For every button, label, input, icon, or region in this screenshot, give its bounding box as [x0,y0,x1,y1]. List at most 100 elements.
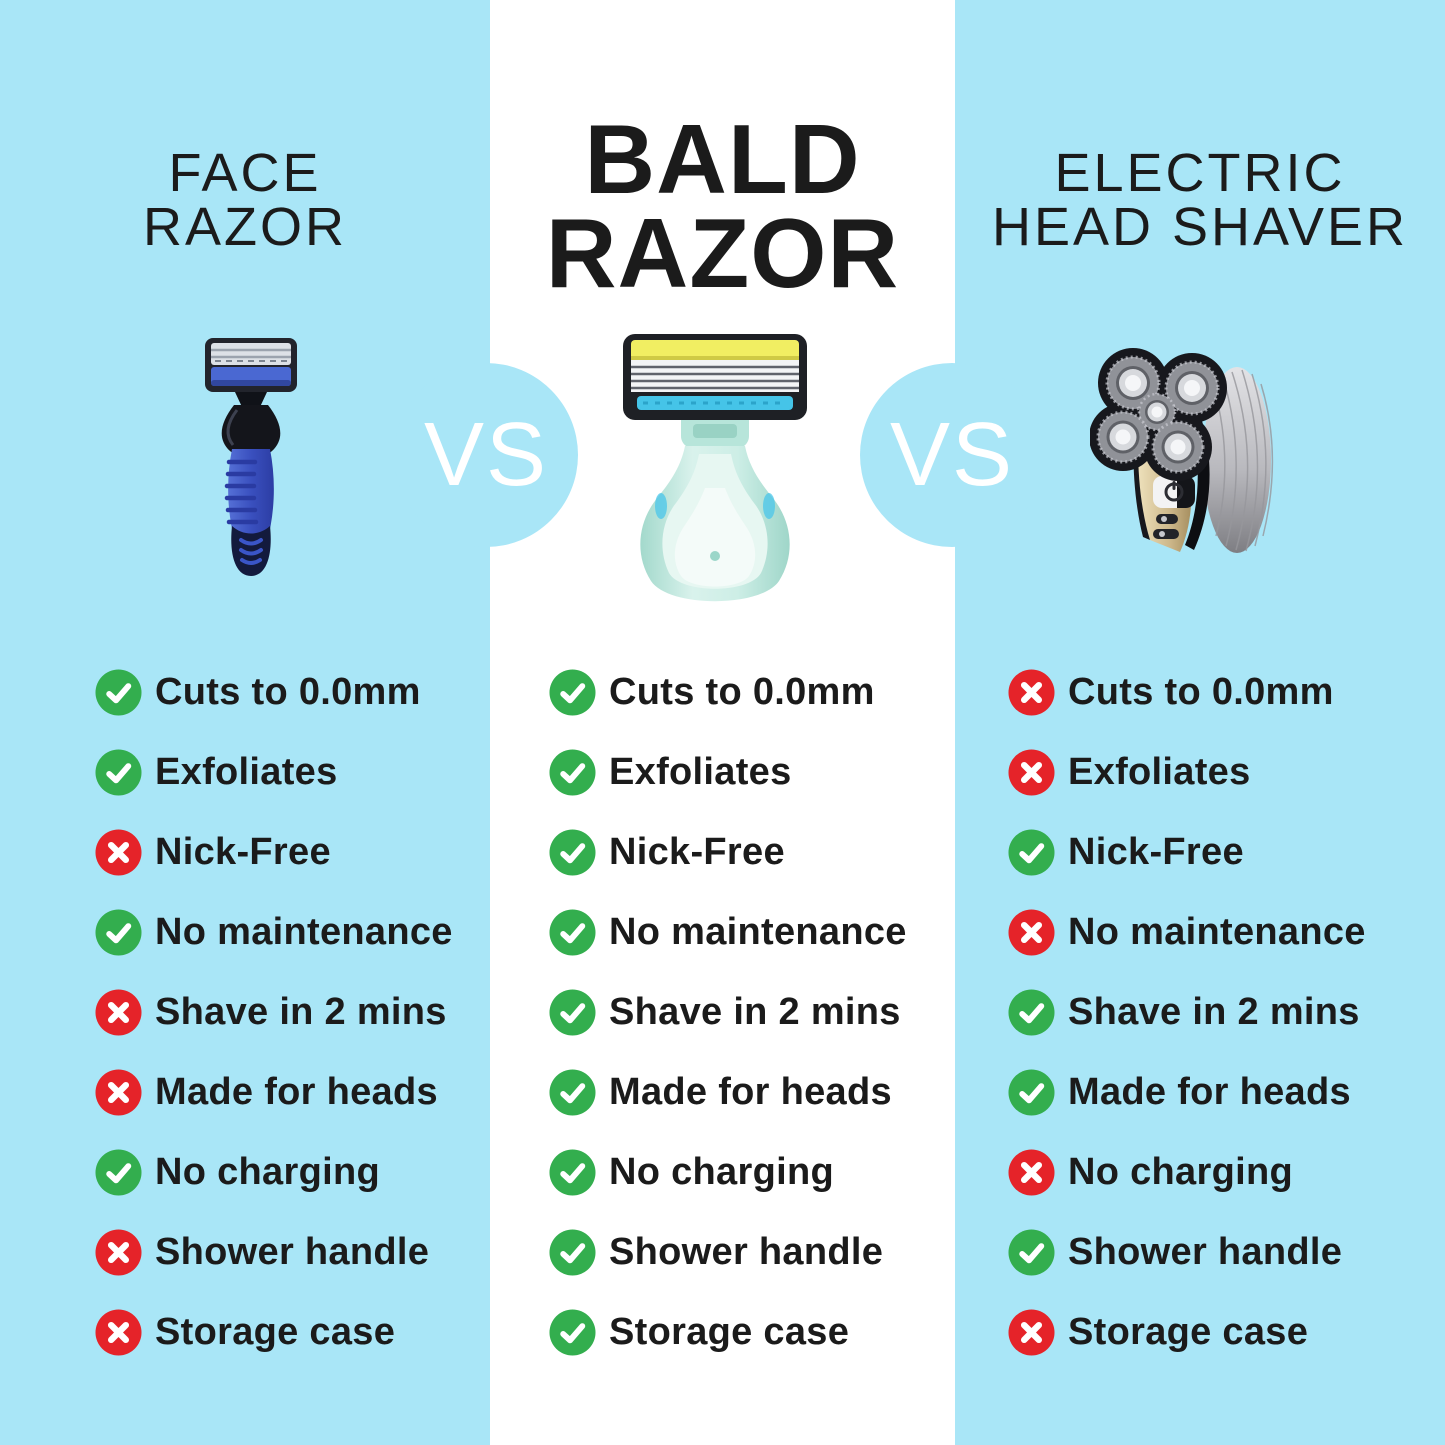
check-icon [549,669,596,716]
feature-label: Storage case [609,1311,850,1353]
rotary-heads [1090,348,1227,481]
cross-icon [1008,1149,1055,1196]
check-icon [549,909,596,956]
bald-razor-feature-list: Cuts to 0.0mm Exfoliates Nick-Free No maint… [549,669,907,1389]
feature-row: Nick-Free [95,829,453,876]
feature-label: Cuts to 0.0mm [155,671,421,713]
power-button [1153,476,1195,508]
feature-row: Cuts to 0.0mm [549,669,907,716]
vs-label: VS [889,404,1015,505]
face-razor-image [205,338,297,576]
feature-row: Cuts to 0.0mm [1008,669,1366,716]
feature-row: Exfoliates [95,749,453,796]
check-icon [549,1069,596,1116]
feature-label: Shower handle [155,1231,430,1273]
feature-row: Exfoliates [549,749,907,796]
feature-row: Made for heads [1008,1069,1366,1116]
feature-row: Made for heads [95,1069,453,1116]
bald-razor-panel [490,0,955,1445]
check-icon [549,1149,596,1196]
check-icon [549,1229,596,1276]
electric-head-shaver-image [1090,348,1274,553]
feature-row: Storage case [95,1309,453,1356]
feature-label: No maintenance [1068,911,1366,953]
feature-row: Shower handle [95,1229,453,1276]
feature-row: Nick-Free [1008,829,1366,876]
feature-label: No charging [609,1151,834,1193]
vs-label: VS [423,404,549,505]
check-icon [549,749,596,796]
feature-label: Cuts to 0.0mm [609,671,875,713]
feature-row: Shave in 2 mins [1008,989,1366,1036]
feature-row: No maintenance [1008,909,1366,956]
feature-label: Exfoliates [1068,751,1251,793]
feature-label: Nick-Free [609,831,785,873]
check-icon [95,909,142,956]
feature-label: Cuts to 0.0mm [1068,671,1334,713]
cross-icon [95,1309,142,1356]
feature-row: No charging [1008,1149,1366,1196]
electric-head-shaver-panel [955,0,1445,1445]
title-line: ELECTRIC [1054,143,1346,203]
check-icon [95,749,142,796]
bald-razor-title: BALD RAZOR [490,110,955,302]
feature-row: No maintenance [95,909,453,956]
feature-label: No charging [155,1151,380,1193]
feature-row: Storage case [549,1309,907,1356]
check-icon [1008,1229,1055,1276]
feature-row: No charging [95,1149,453,1196]
feature-row: No maintenance [549,909,907,956]
check-icon [549,1309,596,1356]
cross-icon [1008,1309,1055,1356]
feature-row: Nick-Free [549,829,907,876]
cross-icon [1008,669,1055,716]
check-icon [549,989,596,1036]
feature-row: Shower handle [549,1229,907,1276]
feature-row: Shave in 2 mins [95,989,453,1036]
feature-row: Storage case [1008,1309,1366,1356]
cross-icon [95,1229,142,1276]
feature-label: Storage case [1068,1311,1309,1353]
check-icon [1008,1069,1055,1116]
bald-razor-image [623,334,807,602]
title-line: RAZOR [143,197,347,257]
feature-row: Shower handle [1008,1229,1366,1276]
check-icon [95,669,142,716]
feature-label: Storage case [155,1311,396,1353]
vs-badge: VS [394,363,578,547]
feature-label: Nick-Free [155,831,331,873]
feature-label: Shave in 2 mins [609,991,901,1033]
title-line: FACE [168,143,322,203]
check-icon [95,1149,142,1196]
feature-label: Nick-Free [1068,831,1244,873]
check-icon [1008,989,1055,1036]
electric-head-shaver-feature-list: Cuts to 0.0mm Exfoliates Nick-Free No maint… [1008,669,1366,1389]
feature-label: No maintenance [609,911,907,953]
cross-icon [1008,909,1055,956]
vs-badge: VS [860,363,1044,547]
feature-label: Made for heads [609,1071,892,1113]
feature-label: Made for heads [1068,1071,1351,1113]
face-razor-feature-list: Cuts to 0.0mm Exfoliates Nick-Free No maint… [95,669,453,1389]
feature-row: Shave in 2 mins [549,989,907,1036]
feature-label: Exfoliates [609,751,792,793]
title-line: RAZOR [545,198,900,308]
feature-row: No charging [549,1149,907,1196]
face-razor-panel [0,0,490,1445]
feature-label: No maintenance [155,911,453,953]
feature-row: Cuts to 0.0mm [95,669,453,716]
feature-label: Shower handle [609,1231,884,1273]
cross-icon [1008,749,1055,796]
cross-icon [95,829,142,876]
electric-head-shaver-title: ELECTRIC HEAD SHAVER [955,146,1445,254]
feature-row: Made for heads [549,1069,907,1116]
title-line: BALD [584,104,861,214]
feature-label: Shave in 2 mins [1068,991,1360,1033]
feature-label: No charging [1068,1151,1293,1193]
feature-label: Shower handle [1068,1231,1343,1273]
feature-label: Shave in 2 mins [155,991,447,1033]
feature-row: Exfoliates [1008,749,1366,796]
title-line: HEAD SHAVER [991,197,1409,257]
check-icon [549,829,596,876]
